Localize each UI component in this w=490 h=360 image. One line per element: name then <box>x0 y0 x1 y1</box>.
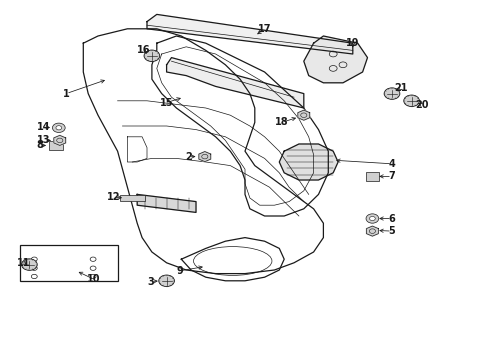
Text: 15: 15 <box>160 98 173 108</box>
Text: 4: 4 <box>389 159 395 169</box>
Circle shape <box>159 275 174 287</box>
Polygon shape <box>304 36 368 83</box>
Bar <box>366 172 379 181</box>
Text: 12: 12 <box>107 192 121 202</box>
Circle shape <box>404 95 419 107</box>
Text: 20: 20 <box>416 100 429 110</box>
Polygon shape <box>199 152 211 162</box>
Bar <box>20 245 118 281</box>
Circle shape <box>22 259 37 270</box>
Text: 9: 9 <box>177 266 184 276</box>
Bar <box>120 195 145 201</box>
Text: 7: 7 <box>389 171 395 181</box>
Polygon shape <box>147 14 353 54</box>
Bar <box>49 141 63 150</box>
Polygon shape <box>137 194 196 212</box>
Circle shape <box>56 126 62 130</box>
Circle shape <box>384 88 400 99</box>
Text: 14: 14 <box>37 122 51 132</box>
Polygon shape <box>367 226 378 236</box>
Text: 19: 19 <box>346 38 360 48</box>
Text: 10: 10 <box>87 274 101 284</box>
Text: 8: 8 <box>37 140 44 150</box>
Text: 16: 16 <box>137 45 150 55</box>
Text: 17: 17 <box>258 24 271 34</box>
Polygon shape <box>54 135 66 145</box>
Text: 1: 1 <box>63 89 70 99</box>
Circle shape <box>369 216 375 221</box>
Circle shape <box>144 50 160 62</box>
Text: 6: 6 <box>389 213 395 224</box>
Text: 21: 21 <box>394 83 408 93</box>
Polygon shape <box>167 58 304 108</box>
Polygon shape <box>298 110 310 120</box>
Circle shape <box>52 123 65 132</box>
Text: 13: 13 <box>37 135 51 145</box>
Circle shape <box>366 214 379 223</box>
Text: 3: 3 <box>147 276 154 287</box>
Text: 11: 11 <box>17 258 30 268</box>
Polygon shape <box>279 144 338 180</box>
Text: 2: 2 <box>185 152 192 162</box>
Text: 18: 18 <box>275 117 289 127</box>
Text: 5: 5 <box>389 226 395 236</box>
